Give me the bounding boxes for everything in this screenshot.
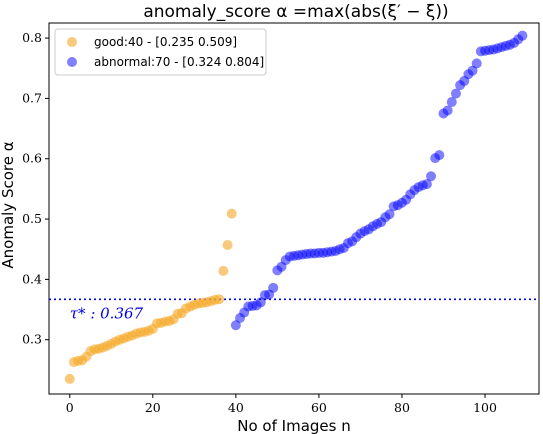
good-point bbox=[226, 208, 237, 219]
abnormal-point bbox=[442, 105, 453, 116]
abnormal-point bbox=[421, 179, 432, 190]
good-point bbox=[222, 239, 233, 250]
good-point bbox=[214, 294, 225, 305]
y-axis-label: Anomaly Score α bbox=[0, 141, 17, 268]
legend-marker-good bbox=[67, 37, 77, 47]
abnormal-point bbox=[471, 58, 482, 69]
y-tick-label: 0.5 bbox=[22, 211, 42, 226]
legend-marker-abnormal bbox=[67, 57, 77, 67]
abnormal-point bbox=[467, 65, 478, 76]
abnormal-point bbox=[517, 30, 528, 41]
y-axis-ticks: 0.3 0.4 0.5 0.6 0.7 0.8 bbox=[22, 30, 49, 347]
x-tick-label: 100 bbox=[473, 400, 497, 415]
x-tick-label: 60 bbox=[311, 400, 327, 415]
legend-label-abnormal: abnormal:70 - [0.324 0.804] bbox=[94, 55, 264, 69]
good-point bbox=[64, 373, 75, 384]
abnormal-point bbox=[446, 97, 457, 108]
abnormal-point bbox=[384, 209, 395, 220]
x-axis-label: No of Images n bbox=[237, 417, 350, 434]
legend-label-good: good:40 - [0.235 0.509] bbox=[94, 35, 237, 49]
axes-frame bbox=[48, 22, 540, 395]
y-tick-label: 0.3 bbox=[22, 332, 42, 347]
abnormal-point bbox=[255, 297, 266, 308]
x-axis-ticks: 0 20 40 60 80 100 bbox=[66, 394, 497, 415]
good-point bbox=[218, 265, 229, 276]
x-tick-label: 0 bbox=[66, 400, 74, 415]
threshold-group: τ* : 0.367 bbox=[49, 298, 539, 322]
threshold-label: τ* : 0.367 bbox=[70, 304, 144, 322]
abnormal-point bbox=[426, 171, 437, 182]
abnormal-point bbox=[230, 320, 241, 331]
x-tick-label: 80 bbox=[394, 400, 410, 415]
y-tick-label: 0.4 bbox=[22, 271, 42, 286]
abnormal-point bbox=[450, 88, 461, 99]
abnormal-point bbox=[434, 150, 445, 161]
scatter-points bbox=[64, 30, 528, 384]
legend: good:40 - [0.235 0.509] abnormal:70 - [0… bbox=[54, 28, 267, 76]
x-tick-label: 40 bbox=[228, 400, 244, 415]
plot-area: 0 20 40 60 80 100 0.3 0.4 0.5 0.6 0.7 0.8 τ* : 0.3… bbox=[22, 22, 540, 415]
abnormal-point bbox=[268, 282, 279, 293]
chart-title: anomaly_score α =max(abs(ξ′ − ξ)) bbox=[143, 2, 448, 22]
y-tick-label: 0.6 bbox=[22, 151, 42, 166]
y-tick-label: 0.8 bbox=[22, 30, 42, 45]
legend-box bbox=[54, 28, 267, 76]
x-tick-label: 20 bbox=[145, 400, 161, 415]
y-tick-label: 0.7 bbox=[22, 90, 42, 105]
